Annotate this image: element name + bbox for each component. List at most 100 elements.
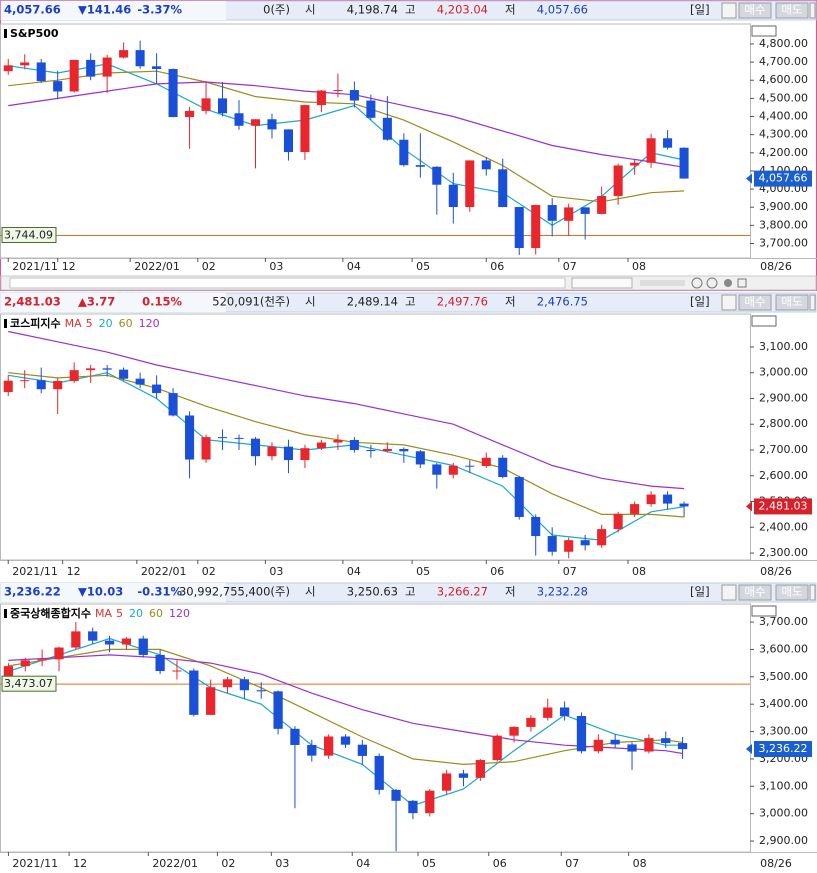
candle-body [168,393,178,416]
candle-body [201,98,211,111]
header-change: ▼141.46 [78,3,131,17]
candle-body [526,717,536,727]
candle-body [559,707,570,716]
candle-body [432,464,442,475]
y-tick-label: 3,900.00 [759,200,808,213]
candle-body [514,477,524,517]
current-label: 2,481.03 [759,499,808,512]
x-tick-label: 04 [347,260,361,273]
x-tick-label: 12 [62,260,76,273]
close-button[interactable] [809,2,816,19]
candle-body [391,789,401,801]
candle-body [256,690,266,692]
candle-body [547,536,557,552]
buy-button-label[interactable]: 매수 [744,3,765,17]
candle-body [564,540,574,552]
header-open: 4,198.74 [347,3,398,17]
x-tick-label: 06 [490,565,504,578]
axis-mode-icon [751,605,777,617]
candle-body [465,465,475,467]
candle-body [222,679,233,688]
zoom-in[interactable] [706,277,718,289]
header-high: 2,497.76 [437,295,488,309]
candle-body [613,513,623,530]
candle-body [135,50,145,67]
x-tick-label: 2021/11 [12,565,58,578]
candle-body [88,631,98,641]
candle-body [580,540,590,546]
reference-label-box [1,226,57,243]
sell-button-label[interactable]: 매도 [781,3,802,17]
candle-body [547,205,557,221]
close-button[interactable] [809,584,816,601]
x-tick-label: 12 [73,857,87,870]
scrollbar[interactable] [0,275,817,291]
x-tick-label: 02 [202,260,216,273]
candle-body [152,66,162,69]
playback-controls[interactable] [571,277,633,289]
end-date-label: 08/26 [760,565,792,578]
x-tick-label: 2022/01 [141,565,187,578]
candle-body [481,457,491,466]
candle-body [290,728,300,745]
x-tick-label: 02 [202,565,216,578]
sell-button-label[interactable]: 매도 [781,295,802,309]
header-price: 3,236.22 [4,585,61,599]
plot [3,330,689,559]
current-label-box [754,741,812,758]
settings-button[interactable] [721,2,737,19]
candle-body [399,139,409,166]
candle-body [531,516,541,537]
header-high-label: 고 [405,295,416,309]
candle-body [37,659,47,661]
y-tick-label: 3,500.00 [759,670,808,683]
candle-body [189,670,199,715]
sell-button-label[interactable]: 매도 [781,585,802,599]
x-tick-label: 06 [490,260,504,273]
close-button[interactable] [809,294,816,311]
settings-button[interactable] [721,294,737,311]
buy-button[interactable] [738,2,772,19]
legend-entry: 120 [169,607,190,620]
candle-body [509,726,519,736]
header-period: [일] [690,295,710,309]
candle-body [432,166,442,185]
sell-button[interactable] [775,2,809,19]
candle-body [234,113,244,126]
end-date-label: 08/26 [760,260,792,273]
x-tick-label: 2022/01 [152,857,198,870]
fit-icon[interactable] [737,278,747,288]
axis-mode-icon [751,315,777,327]
candle-body [201,437,211,460]
candle-body [564,207,574,221]
y-tick-label: 4,800.00 [759,37,808,50]
plot-area [0,23,751,259]
candle-body [333,90,343,92]
header-volume: 0(주) [263,3,290,17]
zoom-out[interactable] [691,277,703,289]
sell-button[interactable] [775,294,809,311]
candle-body [408,800,418,814]
scroll-thumb[interactable] [9,277,566,289]
settings-icon[interactable] [724,279,732,287]
header-open-label: 시 [305,3,316,17]
buy-button-label[interactable]: 매수 [744,295,765,309]
sell-button[interactable] [775,584,809,601]
buy-button[interactable] [738,294,772,311]
y-tick-label: 3,700.00 [759,236,808,249]
y-tick-label: 4,700.00 [759,55,808,68]
candle-body [135,378,145,385]
header-low: 3,232.28 [537,585,588,599]
x-tick-label: 2022/01 [134,260,180,273]
zoom-slider[interactable] [640,280,685,286]
buy-button-label[interactable]: 매수 [744,585,765,599]
header-change: ▼10.03 [78,585,123,599]
header-change: ▲3.77 [78,295,115,309]
candle-body [340,736,351,745]
candle-body [481,160,491,170]
buy-button[interactable] [738,584,772,601]
header-price: 4,057.66 [4,3,61,17]
reference-label: 3,744.09 [4,228,53,241]
settings-button[interactable] [721,584,737,601]
plot [0,622,750,852]
